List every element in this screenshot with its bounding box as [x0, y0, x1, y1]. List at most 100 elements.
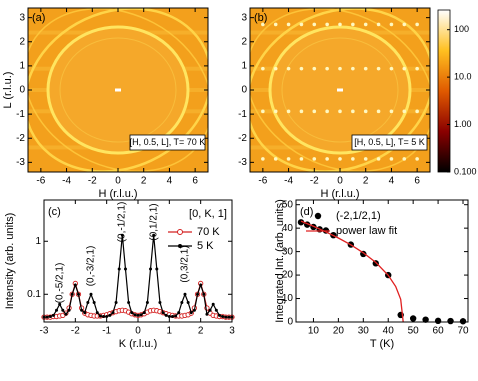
powder-ring [59, 37, 177, 143]
y-tick-label: 30 [282, 246, 294, 257]
bragg-spot [338, 109, 342, 114]
data-point [208, 308, 212, 312]
data-point [123, 267, 127, 271]
y-axis-label: L (r.l.u.) [2, 72, 14, 109]
data-point [152, 233, 156, 237]
bragg-spot [389, 157, 394, 161]
colorbar-tick-label: 10.0 [454, 71, 472, 81]
x-axis-label: H (r.l.u.) [98, 188, 137, 200]
data-point [133, 313, 137, 317]
x-tick-label: 0 [135, 326, 141, 337]
annotation: [H, 0.5, L], T= 5 K [354, 137, 425, 147]
bragg-spot [325, 22, 329, 27]
data-point [170, 315, 174, 319]
x-tick-label: 70 [457, 326, 469, 337]
plot-frame [249, 7, 431, 173]
data-point [214, 308, 218, 312]
x-tick-label: 30 [358, 326, 370, 337]
data-point [297, 219, 305, 226]
data-point [95, 311, 99, 315]
bragg-spot [338, 157, 342, 161]
bragg-spot [273, 22, 278, 27]
data-point [164, 313, 168, 317]
plot-frame [295, 199, 469, 323]
data-point [73, 283, 77, 287]
data-point [139, 313, 143, 317]
y-tick-label: -2 [238, 133, 247, 144]
bragg-spot [376, 22, 381, 27]
annotation-box [351, 134, 428, 151]
annotation: [H, 0.5, L], T= 70 K [130, 137, 206, 147]
bragg-spot [415, 109, 419, 114]
legend-label: (-2,1/2,1) [336, 210, 381, 222]
data-point [189, 311, 193, 315]
data-point [186, 300, 190, 304]
legend-marker [178, 244, 182, 248]
y-tick-label: 3 [241, 12, 247, 23]
bragg-spot [363, 66, 368, 71]
bragg-spot [363, 22, 368, 27]
data-point [92, 300, 96, 304]
y-tick-label: -3 [238, 157, 247, 168]
y-tick-label: -2 [16, 133, 25, 144]
bragg-spot [299, 109, 304, 114]
x-tick-label: 0 [337, 176, 343, 187]
x-tick-label: 60 [433, 326, 445, 337]
colorbar [437, 9, 451, 173]
y-axis-label: Integrated Int. (arb. units) [274, 199, 286, 323]
bragg-spot [351, 109, 355, 114]
colorbar-tick-label: 100 [454, 24, 469, 34]
y-tick-label: 2 [19, 36, 25, 47]
fit-line [300, 220, 404, 323]
bragg-spot [299, 66, 304, 71]
data-point [142, 311, 146, 315]
x-tick-label: -6 [258, 176, 267, 187]
bragg-spot [389, 22, 394, 27]
bragg-spot [415, 157, 419, 161]
bragg-spot [273, 66, 278, 71]
x-tick-label: 6 [192, 176, 198, 187]
x-tick-label: -4 [284, 176, 293, 187]
peak-annotation: (0,-5/2,1) [55, 263, 66, 304]
data-point [61, 308, 65, 312]
bragg-spot [261, 22, 265, 27]
bragg-spot [286, 157, 291, 161]
bragg-spot [402, 22, 407, 27]
data-point [70, 292, 74, 296]
bragg-spot [402, 157, 407, 161]
bragg-spot [351, 157, 355, 161]
data-point [192, 308, 196, 312]
data-point [211, 302, 215, 306]
bragg-spot [325, 66, 329, 71]
x-tick-label: 2 [363, 176, 369, 187]
bragg-spot [312, 109, 317, 114]
bragg-spot [312, 157, 317, 161]
data-point [158, 300, 162, 304]
bragg-spot [273, 109, 278, 114]
bragg-spot [312, 66, 317, 71]
data-point [145, 300, 149, 304]
bragg-spot [273, 157, 278, 161]
series-line [44, 281, 232, 318]
data-point [167, 315, 171, 319]
y-tick-label: 20 [282, 270, 294, 281]
plot-frame [27, 7, 209, 173]
y-tick-label: 0 [19, 85, 25, 96]
data-point [174, 314, 178, 318]
bragg-spot [376, 109, 381, 114]
x-tick-label: 3 [229, 326, 235, 337]
data-point [409, 315, 417, 322]
data-point [98, 314, 102, 318]
bragg-spot [415, 66, 419, 71]
bragg-spot [299, 22, 304, 27]
peak-annotation: (0,-1/2,1) [117, 202, 128, 243]
x-tick-label: 10 [308, 326, 320, 337]
bragg-spot [363, 109, 368, 114]
y-axis-label: Intensity (arb. units) [4, 213, 16, 310]
powder-ring [250, 8, 430, 172]
data-point [183, 292, 187, 296]
x-tick-label: 6 [414, 176, 420, 187]
data-point [155, 267, 159, 271]
data-point [117, 267, 121, 271]
